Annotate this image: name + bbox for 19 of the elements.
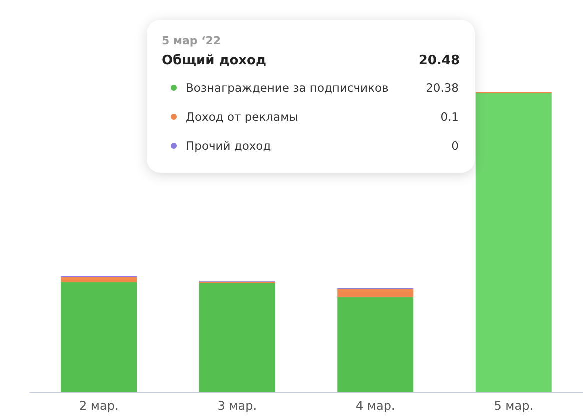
bar	[476, 94, 552, 392]
legend-label: Прочий доход	[186, 139, 272, 153]
bar	[61, 282, 138, 392]
bar	[338, 289, 414, 298]
text: 5 мар ‘22	[162, 34, 222, 48]
bar	[338, 297, 414, 392]
annotation: 0.1	[440, 110, 459, 124]
annotation: 20.38	[426, 81, 459, 95]
legend-label: Вознаграждение за подписчиков	[186, 81, 389, 95]
text: Общий доход	[162, 54, 266, 68]
x-tick-label: 5 мар.	[494, 399, 534, 413]
x-tick-label: 4 мар.	[356, 399, 396, 413]
annotation: 0	[452, 139, 459, 153]
text: 20.48	[418, 54, 460, 68]
bar	[61, 277, 138, 282]
x-tick-label: 3 мар.	[218, 399, 258, 413]
legend-label: Доход от рекламы	[186, 110, 298, 124]
x-tick-label: 2 мар.	[79, 399, 119, 413]
bar	[199, 283, 276, 392]
